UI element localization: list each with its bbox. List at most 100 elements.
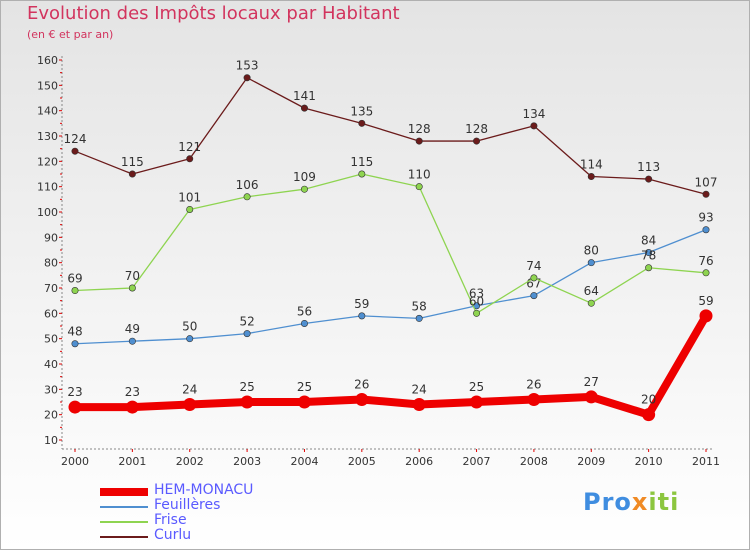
data-point — [186, 335, 194, 343]
data-point — [68, 400, 82, 414]
legend-label: Curlu — [154, 527, 192, 543]
data-label: 24 — [182, 383, 197, 397]
data-label: 59 — [698, 294, 713, 308]
data-point — [71, 287, 79, 295]
data-label: 26 — [354, 377, 369, 391]
y-tick-label: 30 — [44, 383, 58, 396]
data-label: 25 — [469, 380, 484, 394]
data-point — [530, 122, 538, 130]
x-tick-label: 2002 — [176, 455, 204, 468]
data-point — [412, 398, 426, 412]
data-point — [128, 284, 136, 292]
data-point — [128, 337, 136, 345]
data-label: 26 — [526, 377, 541, 391]
x-tick-label: 2008 — [520, 455, 548, 468]
data-label: 24 — [412, 383, 427, 397]
x-tick-label: 2007 — [463, 455, 491, 468]
data-label: 25 — [297, 380, 312, 394]
y-tick-label: 130 — [37, 130, 58, 143]
x-tick-label: 2010 — [635, 455, 663, 468]
y-tick-label: 140 — [37, 105, 58, 118]
data-point — [530, 274, 538, 282]
data-point — [473, 137, 481, 145]
data-label: 109 — [293, 170, 316, 184]
data-label: 25 — [239, 380, 254, 394]
data-point — [128, 170, 136, 178]
data-label: 124 — [64, 132, 87, 146]
legend-label: HEM-MONACU — [154, 482, 254, 498]
x-tick-label: 2006 — [405, 455, 433, 468]
data-point — [642, 408, 656, 422]
legend-swatch — [100, 521, 148, 523]
data-label: 115 — [121, 155, 144, 169]
data-point — [530, 292, 538, 300]
legend-swatch — [100, 488, 148, 496]
data-point — [699, 309, 713, 323]
data-point — [587, 259, 595, 267]
data-point — [300, 104, 308, 112]
data-point — [358, 312, 366, 320]
legend-swatch — [100, 506, 148, 508]
data-label: 115 — [350, 155, 373, 169]
data-label: 110 — [408, 168, 431, 182]
data-point — [584, 390, 598, 404]
data-label: 74 — [526, 259, 541, 273]
data-point — [243, 330, 251, 338]
data-point — [300, 319, 308, 327]
x-tick-label: 2001 — [118, 455, 146, 468]
data-point — [473, 309, 481, 317]
legend-swatch — [100, 536, 148, 538]
data-label: 106 — [236, 178, 259, 192]
data-label: 52 — [239, 315, 254, 329]
y-tick-label: 50 — [44, 333, 58, 346]
data-point — [243, 74, 251, 82]
data-point — [186, 155, 194, 163]
data-label: 49 — [125, 322, 140, 336]
y-tick-label: 10 — [44, 434, 58, 447]
y-tick-label: 70 — [44, 282, 58, 295]
y-tick-label: 150 — [37, 79, 58, 92]
x-tick-label: 2005 — [348, 455, 376, 468]
y-tick-label: 20 — [44, 409, 58, 422]
x-tick-label: 2009 — [577, 455, 605, 468]
data-point — [300, 185, 308, 193]
proxiti-logo: Proxiti — [583, 488, 679, 516]
data-label: 20 — [641, 393, 656, 407]
data-label: 121 — [178, 140, 201, 154]
data-label: 23 — [67, 385, 82, 399]
data-point — [71, 340, 79, 348]
data-point — [355, 392, 369, 406]
series-line-2 — [74, 173, 707, 314]
data-label: 84 — [641, 234, 656, 248]
data-point — [297, 395, 311, 409]
y-tick-label: 110 — [37, 181, 58, 194]
data-label: 128 — [465, 122, 488, 136]
data-label: 153 — [236, 59, 259, 73]
data-point — [645, 249, 653, 257]
data-label: 114 — [580, 158, 603, 172]
legend-label: Feuillères — [154, 497, 221, 513]
data-label: 69 — [67, 272, 82, 286]
data-point — [645, 175, 653, 183]
data-label: 135 — [350, 104, 373, 118]
data-point — [183, 398, 197, 412]
y-tick-label: 120 — [37, 155, 58, 168]
data-point — [702, 226, 710, 234]
y-tick-label: 160 — [37, 54, 58, 67]
data-point — [645, 264, 653, 272]
data-point — [125, 400, 139, 414]
x-tick-label: 2003 — [233, 455, 261, 468]
data-label: 93 — [698, 211, 713, 225]
data-point — [527, 392, 541, 406]
data-label: 101 — [178, 190, 201, 204]
data-label: 134 — [522, 107, 545, 121]
data-label: 23 — [125, 385, 140, 399]
data-label: 63 — [469, 287, 484, 301]
data-point — [243, 193, 251, 201]
y-tick-label: 100 — [37, 206, 58, 219]
data-point — [587, 173, 595, 181]
data-point — [240, 395, 254, 409]
data-label: 58 — [412, 299, 427, 313]
data-point — [358, 119, 366, 127]
x-tick-label: 2004 — [290, 455, 318, 468]
